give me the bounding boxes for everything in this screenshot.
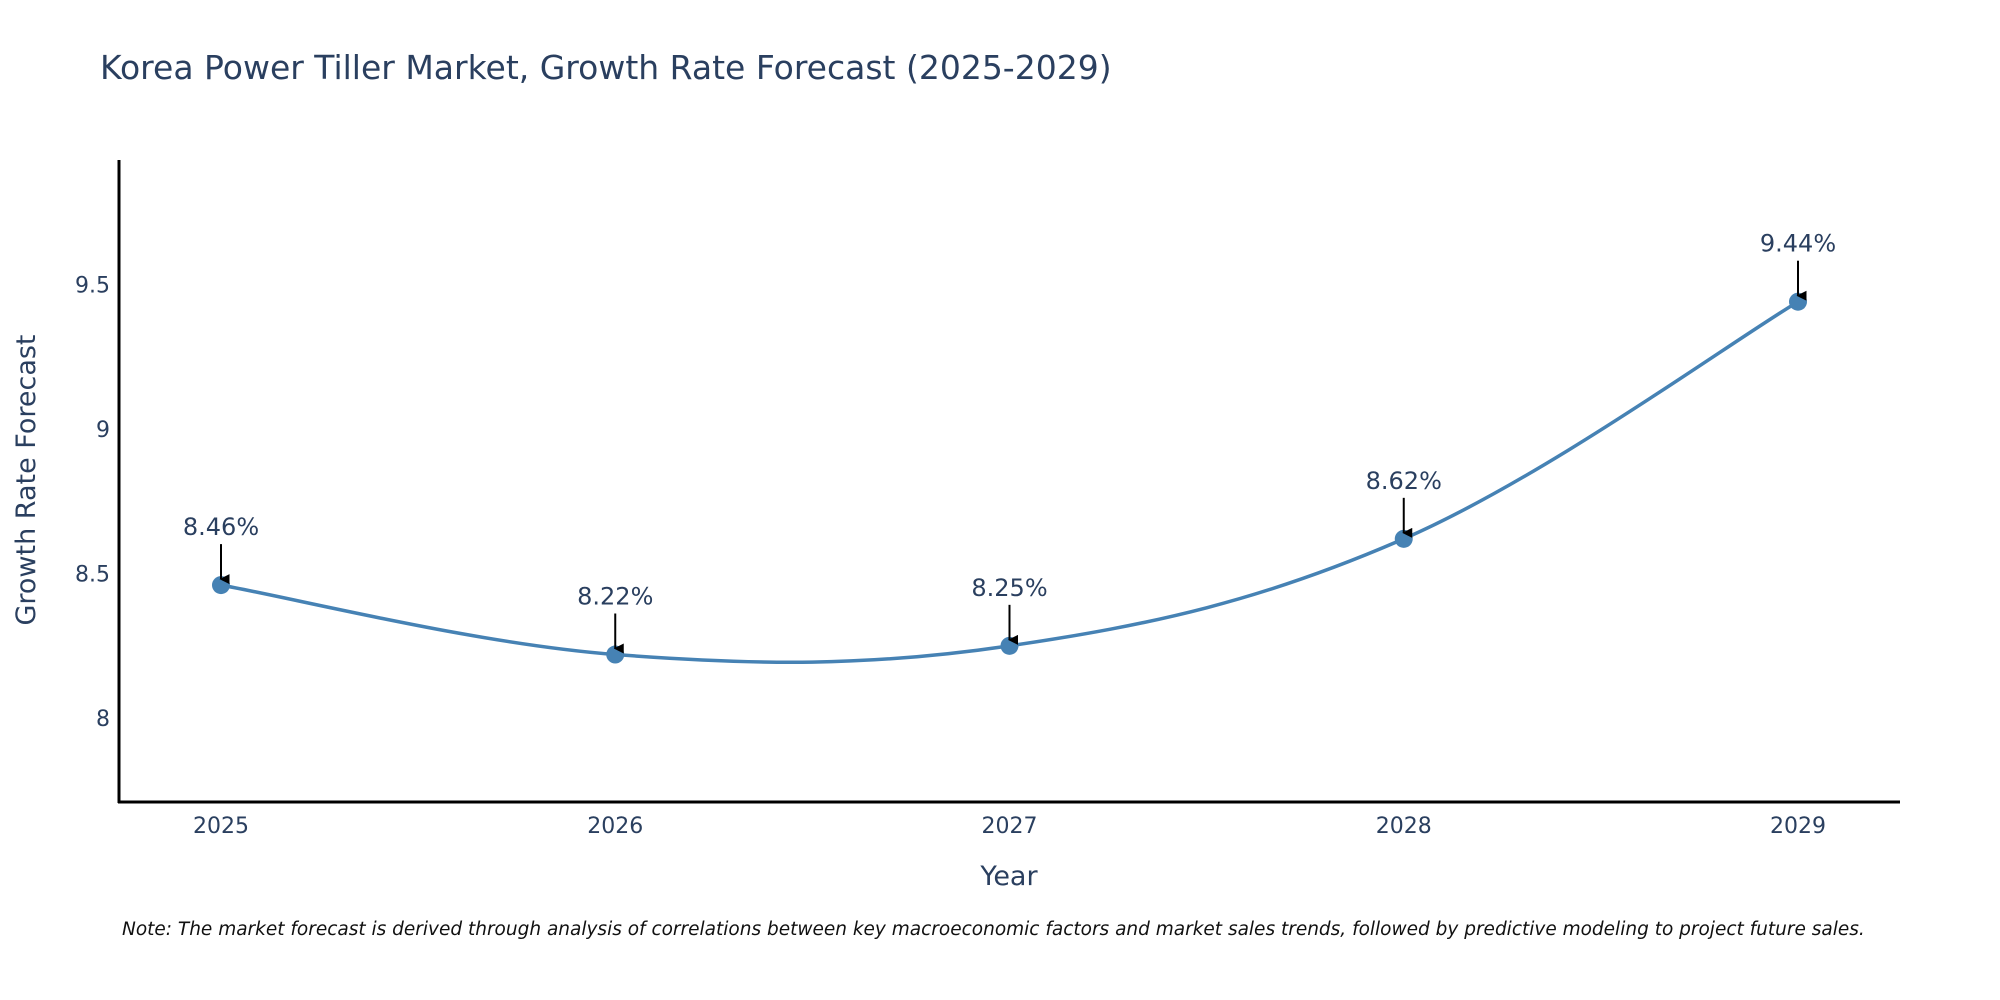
y-tick-label: 8.5 xyxy=(75,563,110,588)
y-axis-title: Growth Rate Forecast xyxy=(11,334,42,625)
x-tick-label: 2027 xyxy=(982,814,1038,839)
x-axis-title: Year xyxy=(979,861,1038,892)
y-tick-label: 9 xyxy=(96,418,110,443)
x-tick-label: 2026 xyxy=(587,814,643,839)
y-axis-ticks: 8 8.5 9 9.5 xyxy=(75,273,110,732)
x-axis-ticks: 2025 2026 2027 2028 2029 xyxy=(193,814,1826,839)
data-label: 9.44% xyxy=(1760,230,1836,258)
x-tick-label: 2029 xyxy=(1770,814,1826,839)
data-label: 8.25% xyxy=(971,574,1047,602)
data-annotations: 8.46% 8.22% 8.25% 8.62% 9.44% xyxy=(183,230,1836,654)
x-tick-label: 2025 xyxy=(193,814,249,839)
footnote: Note: The market forecast is derived thr… xyxy=(122,919,1865,940)
data-label: 8.22% xyxy=(577,583,653,611)
y-tick-label: 8 xyxy=(96,707,110,732)
data-label: 8.46% xyxy=(183,513,259,541)
x-tick-label: 2028 xyxy=(1376,814,1432,839)
y-tick-label: 9.5 xyxy=(75,273,110,298)
chart-title: Korea Power Tiller Market, Growth Rate F… xyxy=(100,48,1112,87)
data-label: 8.62% xyxy=(1366,467,1442,495)
